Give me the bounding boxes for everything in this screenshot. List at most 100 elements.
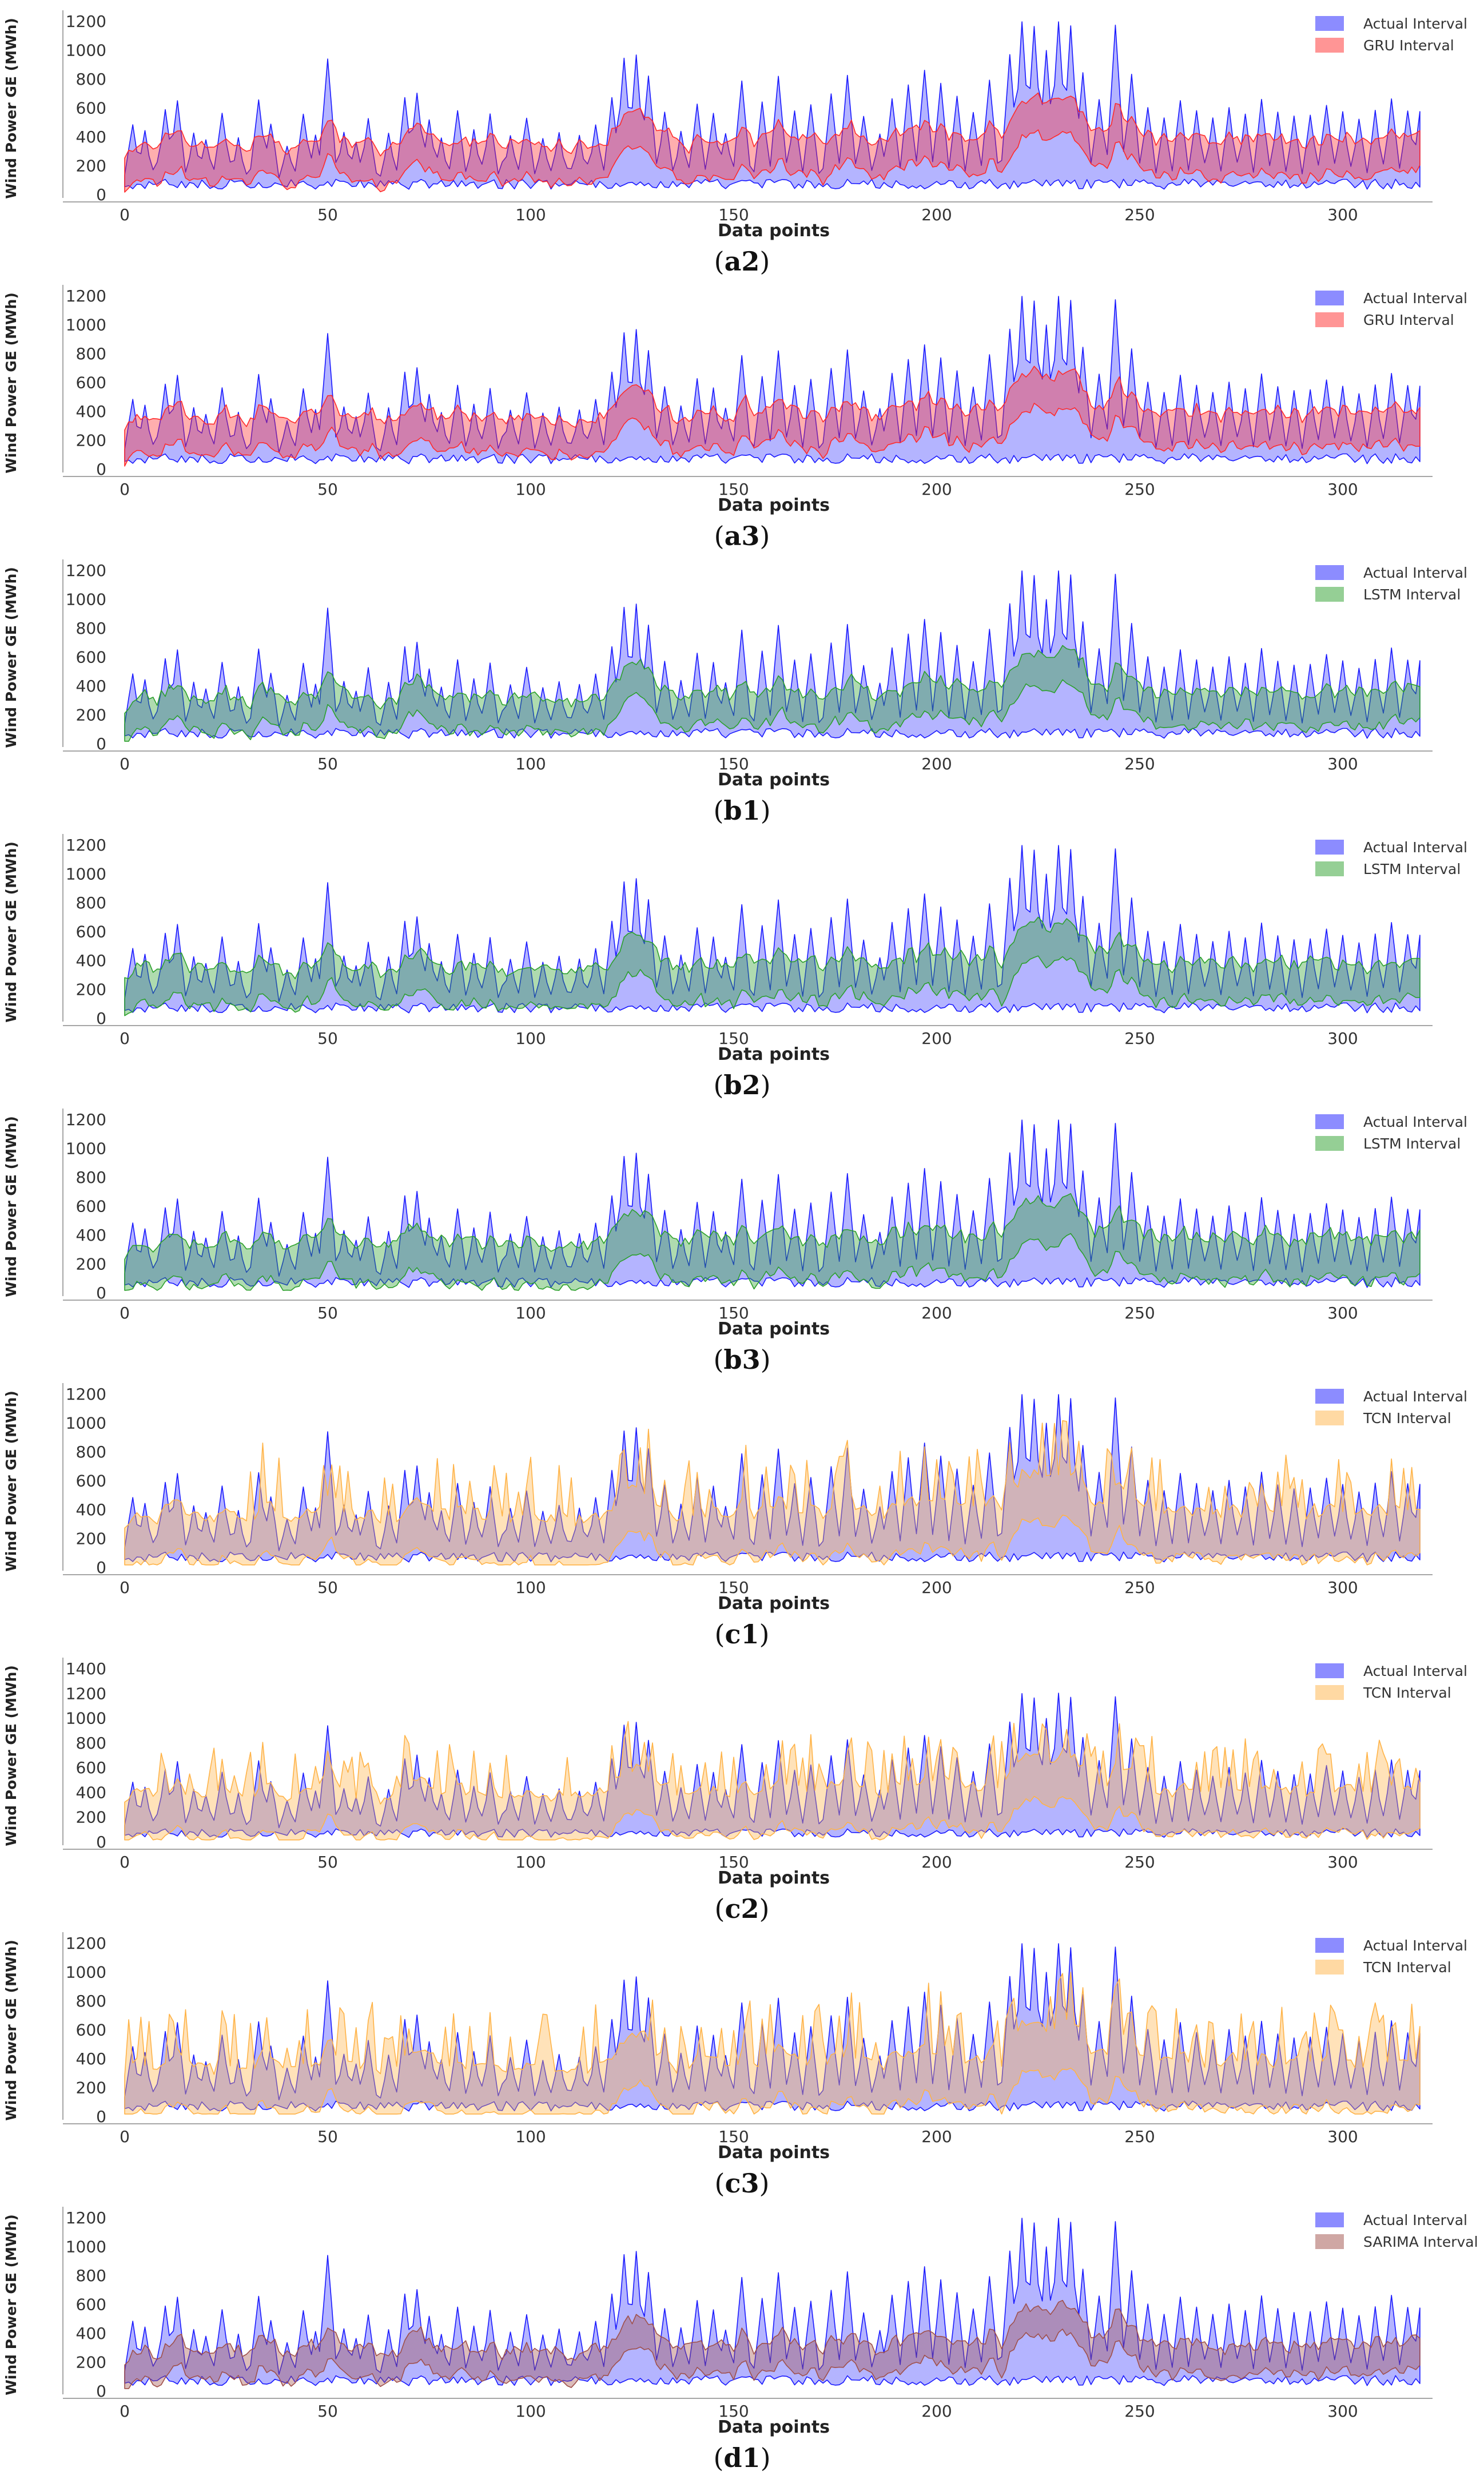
y-tick-label: 1000 [66, 1709, 106, 1728]
caption-open: ( [714, 1619, 725, 1650]
x-tick-label: 150 [718, 480, 749, 499]
x-tick-label: 200 [921, 205, 952, 224]
legend-swatch [1315, 1663, 1344, 1678]
y-tick-label: 400 [76, 128, 106, 146]
chart-panel-b2: Wind Power GE (MWh) 0 200 400 600 800 1000 1200… [0, 828, 1484, 1103]
y-tick-label: 400 [76, 1226, 106, 1245]
x-tick-label: 100 [515, 1029, 546, 1048]
caption-open: ( [714, 1893, 725, 1924]
x-axis-label: Data points [718, 1319, 830, 1339]
y-axis-label: Wind Power GE (MWh) [3, 292, 19, 474]
y-tick-label: 1000 [66, 41, 106, 60]
x-tick-label: 0 [120, 1029, 130, 1048]
legend-label: TCN Interval [1363, 1685, 1451, 1701]
legend-label: TCN Interval [1363, 1959, 1451, 1976]
band-lstm-interval [124, 1193, 1421, 1291]
y-tick-label: 1000 [66, 316, 106, 335]
legend-label: Actual Interval [1363, 1388, 1467, 1405]
caption-open: ( [713, 2442, 724, 2473]
y-tick-label: 0 [96, 460, 106, 479]
y-tick-label: 0 [96, 1833, 106, 1852]
panel-caption: (a3) [0, 521, 1484, 551]
y-tick-label: 600 [76, 1472, 106, 1491]
y-tick-label: 400 [76, 677, 106, 696]
y-tick-label: 200 [76, 1529, 106, 1548]
legend-label: GRU Interval [1363, 312, 1454, 328]
band-actual-interval [124, 1943, 1421, 2112]
band-actual-interval [124, 1119, 1421, 1288]
y-tick-label: 800 [76, 70, 106, 89]
x-tick-label: 100 [515, 480, 546, 499]
y-tick-label: 400 [76, 402, 106, 421]
x-tick-label: 150 [718, 1029, 749, 1048]
band-lstm-interval [124, 916, 1421, 1016]
x-tick-label: 300 [1327, 2402, 1358, 2421]
chart-panel-c2: Wind Power GE (MWh) 0 200 400 600 800 1000 1200… [0, 1652, 1484, 1926]
caption-id: b2 [723, 1070, 761, 1101]
legend-label: LSTM Interval [1363, 586, 1461, 603]
caption-id: c1 [725, 1619, 759, 1650]
x-axis-label: Data points [718, 2417, 830, 2437]
y-axis-label: Wind Power GE (MWh) [3, 1391, 19, 1572]
x-tick-label: 200 [921, 1304, 952, 1322]
x-tick-label: 0 [120, 2127, 130, 2146]
x-tick-label: 150 [718, 2402, 749, 2421]
y-tick-label: 1000 [66, 1414, 106, 1433]
x-tick-label: 0 [120, 1304, 130, 1322]
band-actual-interval [124, 1394, 1421, 1563]
x-tick-label: 250 [1124, 2402, 1155, 2421]
legend-swatch [1315, 861, 1344, 876]
legend-label: Actual Interval [1363, 290, 1467, 307]
caption-open: ( [713, 1070, 724, 1101]
x-tick-label: 100 [515, 2127, 546, 2146]
band-actual-interval [124, 570, 1421, 739]
legend-swatch [1315, 2212, 1344, 2227]
legend-swatch [1315, 16, 1344, 31]
panel-caption: (c2) [0, 1893, 1484, 1924]
x-tick-label: 100 [515, 205, 546, 224]
y-tick-label: 600 [76, 2295, 106, 2314]
y-tick-label: 800 [76, 893, 106, 912]
y-tick-label: 800 [76, 1443, 106, 1461]
x-tick-label: 0 [120, 1853, 130, 1872]
caption-close: ) [759, 1619, 770, 1650]
y-tick-label: 1000 [66, 1139, 106, 1158]
band-actual-interval [124, 845, 1421, 1014]
x-tick-label: 0 [120, 205, 130, 224]
y-tick-label: 800 [76, 2266, 106, 2285]
x-tick-label: 0 [120, 1578, 130, 1597]
x-tick-label: 150 [718, 1853, 749, 1872]
legend-swatch [1315, 38, 1344, 53]
x-axis-label: Data points [718, 221, 830, 241]
y-tick-label: 0 [96, 2107, 106, 2126]
y-axis-label: Wind Power GE (MWh) [3, 18, 19, 199]
legend-label: Actual Interval [1363, 839, 1467, 856]
chart-svg-b2: Wind Power GE (MWh) 020040060080010001200… [3, 834, 1467, 1064]
y-tick-label: 800 [76, 1734, 106, 1753]
y-tick-label: 600 [76, 1758, 106, 1777]
y-tick-label: 600 [76, 2021, 106, 2040]
legend-label: GRU Interval [1363, 37, 1454, 54]
y-tick-label: 0 [96, 734, 106, 753]
legend-label: LSTM Interval [1363, 861, 1461, 877]
caption-open: ( [714, 246, 725, 277]
y-axis-label: Wind Power GE (MWh) [3, 1665, 19, 1846]
chart-svg-a2: Wind Power GE (MWh) 020040060080010001200… [3, 10, 1467, 241]
x-tick-label: 50 [317, 754, 338, 773]
x-tick-label: 200 [921, 480, 952, 499]
x-tick-label: 300 [1327, 1029, 1358, 1048]
panel-caption: (a2) [0, 246, 1484, 277]
y-tick-label: 800 [76, 1168, 106, 1187]
y-tick-label: 0 [96, 1284, 106, 1302]
panel-caption: (c1) [0, 1619, 1484, 1650]
legend-swatch [1315, 2234, 1344, 2249]
legend-swatch [1315, 1960, 1344, 1975]
legend-label: SARIMA Interval [1363, 2234, 1478, 2250]
legend-label: TCN Interval [1363, 1410, 1451, 1427]
x-tick-label: 100 [515, 1578, 546, 1597]
legend-label: Actual Interval [1363, 1937, 1467, 1954]
y-tick-label: 1000 [66, 2238, 106, 2256]
legend-swatch [1315, 1411, 1344, 1425]
x-tick-label: 50 [317, 480, 338, 499]
x-tick-label: 100 [515, 1853, 546, 1872]
